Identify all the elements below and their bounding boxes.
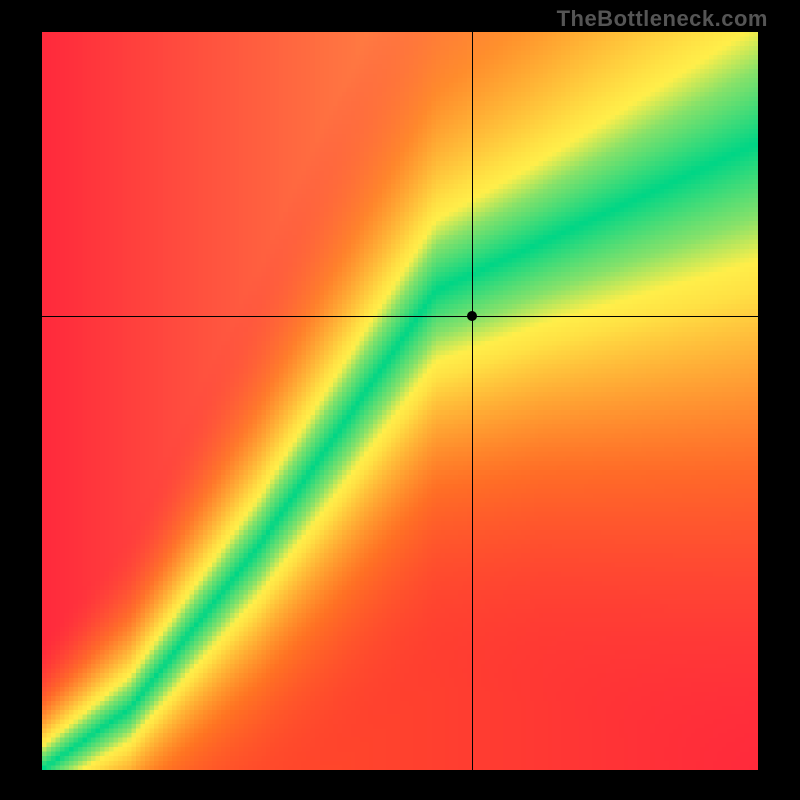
crosshair-horizontal xyxy=(42,316,758,317)
watermark-text: TheBottleneck.com xyxy=(557,6,768,32)
plot-area xyxy=(42,32,758,770)
crosshair-marker xyxy=(467,311,477,321)
heatmap-canvas xyxy=(42,32,758,770)
crosshair-vertical xyxy=(472,32,473,770)
chart-container: TheBottleneck.com xyxy=(0,0,800,800)
